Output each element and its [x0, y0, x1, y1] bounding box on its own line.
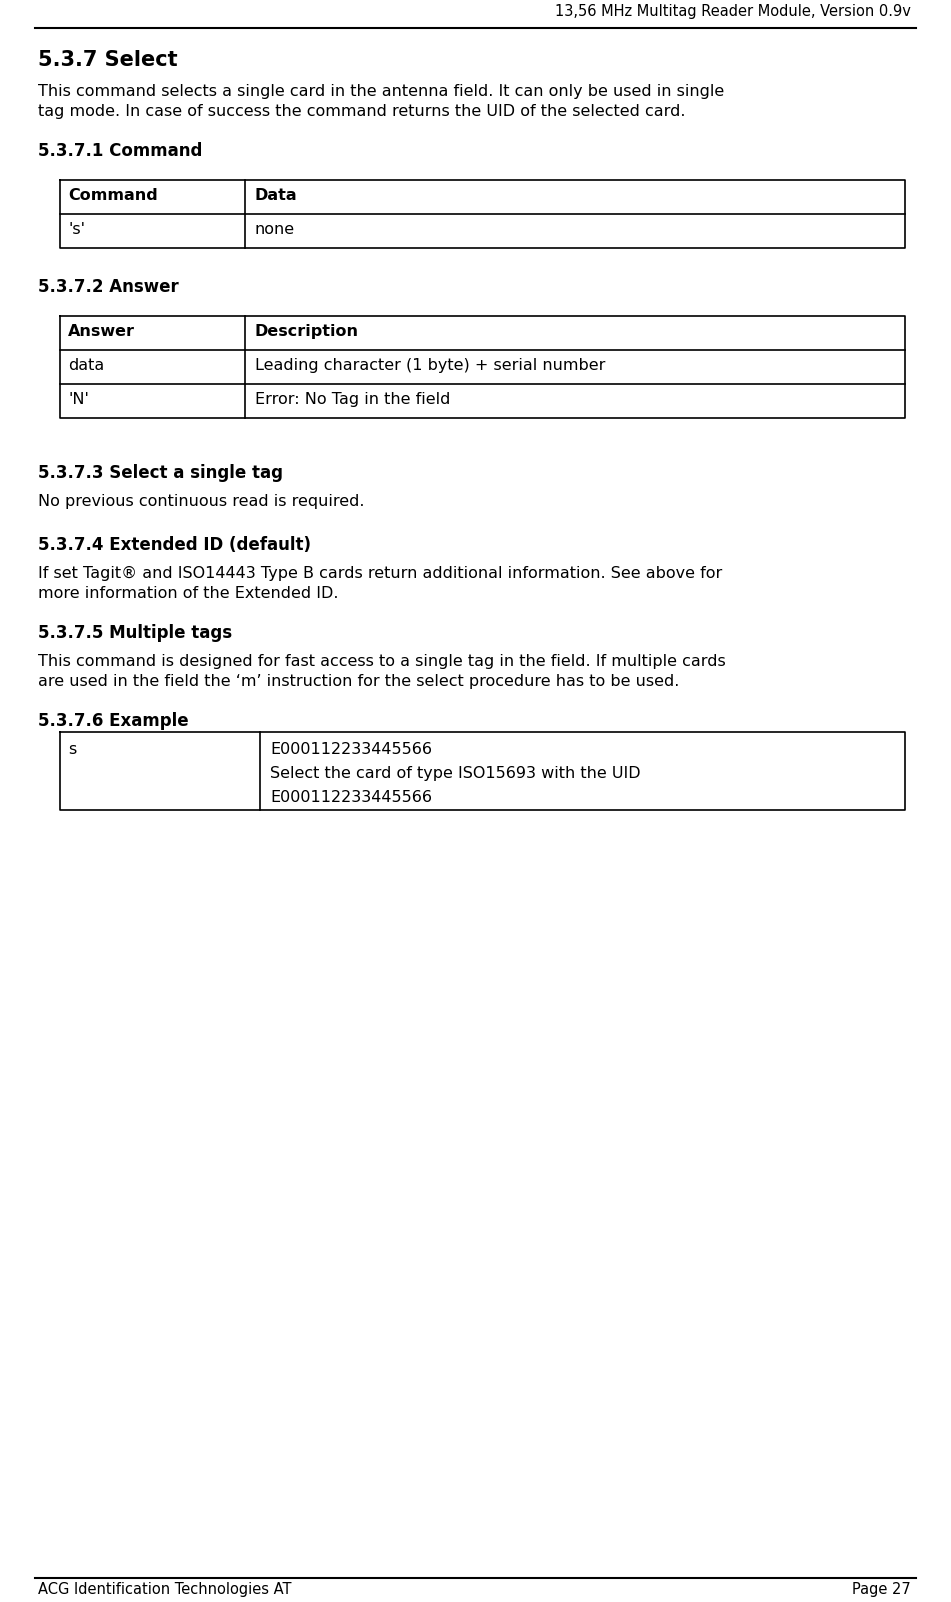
Text: 5.3.7.6 Example: 5.3.7.6 Example	[38, 711, 188, 731]
Text: s: s	[68, 742, 76, 758]
Text: 's': 's'	[68, 223, 85, 237]
Text: Error: No Tag in the field: Error: No Tag in the field	[255, 392, 451, 407]
Text: If set Tagit® and ISO14443 Type B cards return additional information. See above: If set Tagit® and ISO14443 Type B cards …	[38, 566, 722, 601]
Text: Leading character (1 byte) + serial number: Leading character (1 byte) + serial numb…	[255, 357, 606, 373]
Text: Data: Data	[255, 187, 298, 203]
Text: 5.3.7.3 Select a single tag: 5.3.7.3 Select a single tag	[38, 465, 283, 482]
Text: 5.3.7.5 Multiple tags: 5.3.7.5 Multiple tags	[38, 625, 232, 642]
Text: 13,56 MHz Multitag Reader Module, Version 0.9v: 13,56 MHz Multitag Reader Module, Versio…	[555, 3, 911, 19]
Text: No previous continuous read is required.: No previous continuous read is required.	[38, 493, 364, 509]
Text: Answer: Answer	[68, 324, 135, 340]
Text: This command selects a single card in the antenna field. It can only be used in : This command selects a single card in th…	[38, 83, 725, 119]
Text: Command: Command	[68, 187, 158, 203]
Text: E000112233445566: E000112233445566	[270, 790, 432, 804]
Text: ACG Identification Technologies AT: ACG Identification Technologies AT	[38, 1583, 292, 1597]
Text: 5.3.7.2 Answer: 5.3.7.2 Answer	[38, 279, 179, 296]
Text: none: none	[255, 223, 295, 237]
Text: Page 27: Page 27	[852, 1583, 911, 1597]
Text: 5.3.7.1 Command: 5.3.7.1 Command	[38, 143, 203, 160]
Text: This command is designed for fast access to a single tag in the field. If multip: This command is designed for fast access…	[38, 654, 726, 689]
Text: Description: Description	[255, 324, 359, 340]
Text: 5.3.7.4 Extended ID (default): 5.3.7.4 Extended ID (default)	[38, 537, 311, 554]
Text: data: data	[68, 357, 105, 373]
Text: E000112233445566: E000112233445566	[270, 742, 432, 758]
Text: Select the card of type ISO15693 with the UID: Select the card of type ISO15693 with th…	[270, 766, 641, 782]
Text: 5.3.7 Select: 5.3.7 Select	[38, 50, 178, 70]
Text: 'N': 'N'	[68, 392, 88, 407]
